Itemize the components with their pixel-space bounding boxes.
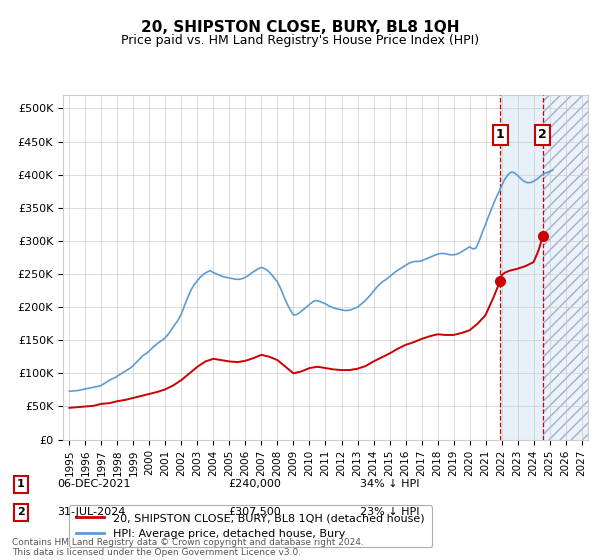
Text: £240,000: £240,000 — [228, 479, 281, 489]
Text: 34% ↓ HPI: 34% ↓ HPI — [360, 479, 419, 489]
Text: 20, SHIPSTON CLOSE, BURY, BL8 1QH: 20, SHIPSTON CLOSE, BURY, BL8 1QH — [141, 20, 459, 35]
Text: 23% ↓ HPI: 23% ↓ HPI — [360, 507, 419, 517]
Text: 31-JUL-2024: 31-JUL-2024 — [57, 507, 125, 517]
Text: Price paid vs. HM Land Registry's House Price Index (HPI): Price paid vs. HM Land Registry's House … — [121, 34, 479, 46]
Text: 1: 1 — [17, 479, 25, 489]
Text: £307,500: £307,500 — [228, 507, 281, 517]
Legend: 20, SHIPSTON CLOSE, BURY, BL8 1QH (detached house), HPI: Average price, detached: 20, SHIPSTON CLOSE, BURY, BL8 1QH (detac… — [68, 506, 433, 547]
Bar — [543, 95, 588, 440]
Text: Contains HM Land Registry data © Crown copyright and database right 2024.
This d: Contains HM Land Registry data © Crown c… — [12, 538, 364, 557]
Text: 2: 2 — [538, 128, 547, 142]
Text: 1: 1 — [496, 128, 505, 142]
Text: 06-DEC-2021: 06-DEC-2021 — [57, 479, 131, 489]
Text: 2: 2 — [17, 507, 25, 517]
Bar — [500, 95, 543, 440]
Bar — [543, 95, 588, 440]
